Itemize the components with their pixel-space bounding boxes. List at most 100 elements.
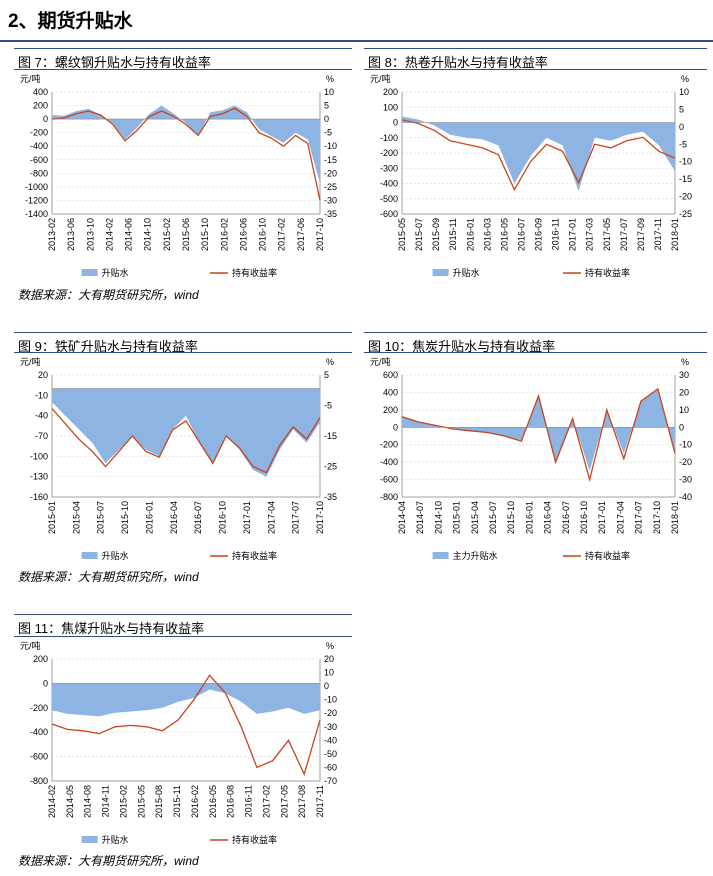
y-left-tick-label: -100 xyxy=(380,133,398,143)
y-left-tick-label: -40 xyxy=(35,411,48,421)
fig8-title-rule xyxy=(364,69,707,70)
y-right-tick-label: -40 xyxy=(679,492,692,502)
y-left-tick-label: -400 xyxy=(380,457,398,467)
y-right-tick-label: -10 xyxy=(679,440,692,450)
x-tick-label: 2016-07 xyxy=(193,501,203,534)
y-left-tick-label: -600 xyxy=(30,752,48,762)
y-left-tick-label: -200 xyxy=(30,703,48,713)
y-right-tick-label: -20 xyxy=(324,168,337,178)
x-tick-label: 2017-06 xyxy=(296,218,306,251)
x-tick-label: 2015-10 xyxy=(120,501,130,534)
x-tick-label: 2017-01 xyxy=(242,501,252,534)
x-tick-label: 2017-02 xyxy=(261,785,271,818)
fig9-top-rule xyxy=(14,332,352,333)
y-right-tick-label: -40 xyxy=(324,735,337,745)
y-left-tick-label: -200 xyxy=(380,148,398,158)
series-area-升贴水 xyxy=(52,105,320,184)
y-right-tick-label: -30 xyxy=(679,475,692,485)
x-tick-label: 2017-01 xyxy=(568,218,578,251)
y-left-tick-label: 600 xyxy=(383,370,398,380)
series-area-升贴水 xyxy=(402,116,675,192)
x-tick-label: 2013-02 xyxy=(47,218,57,251)
fig10-title: 图 10：焦炭升贴水与持有收益率 xyxy=(368,339,556,354)
x-tick-label: 2017-08 xyxy=(297,785,307,818)
x-tick-label: 2017-01 xyxy=(597,501,607,534)
x-tick-label: 2015-07 xyxy=(414,218,424,251)
x-tick-label: 2016-05 xyxy=(499,218,509,251)
legend-label-line: 持有收益率 xyxy=(585,267,630,278)
legend-label-line: 持有收益率 xyxy=(232,267,277,278)
y-left-tick-label: -400 xyxy=(380,179,398,189)
y-left-tick-label: -300 xyxy=(380,163,398,173)
y-right-tick-label: -35 xyxy=(324,209,337,219)
right-unit-label: % xyxy=(681,74,689,84)
x-tick-label: 2017-09 xyxy=(636,218,646,251)
x-tick-label: 2016-02 xyxy=(190,785,200,818)
x-tick-label: 2015-01 xyxy=(47,501,57,534)
y-left-tick-label: -600 xyxy=(380,475,398,485)
section-title: 2、期货升贴水 xyxy=(8,11,133,32)
legend-swatch-area xyxy=(81,552,98,559)
series-line-持有收益率 xyxy=(401,119,676,192)
y-right-tick-label: 0 xyxy=(679,122,684,132)
y-right-tick-label: -70 xyxy=(324,776,337,786)
y-right-tick-label: 5 xyxy=(324,370,329,380)
x-tick-label: 2016-10 xyxy=(579,501,589,534)
x-tick-label: 2016-01 xyxy=(144,501,154,534)
x-tick-label: 2015-07 xyxy=(488,501,498,534)
series-area-升贴水 xyxy=(52,388,320,477)
x-tick-label: 2017-07 xyxy=(619,218,629,251)
x-tick-label: 2014-10 xyxy=(143,218,153,251)
x-tick-label: 2017-02 xyxy=(277,218,287,251)
legend-label-area: 升贴水 xyxy=(102,834,129,845)
series-line-持有收益率 xyxy=(51,408,321,474)
fig11-title-rule xyxy=(14,636,352,637)
x-tick-label: 2017-03 xyxy=(585,218,595,251)
y-left-tick-label: -200 xyxy=(30,128,48,138)
y-left-tick-label: -70 xyxy=(35,431,48,441)
x-tick-label: 2016-08 xyxy=(226,785,236,818)
legend-swatch-area xyxy=(81,836,98,843)
chart-svg: 元/吨 %4002000-200-400-600-800-1000-1200-14… xyxy=(20,73,337,278)
x-tick-label: 2015-05 xyxy=(397,218,407,251)
x-tick-label: 2014-06 xyxy=(124,218,134,251)
left-unit-label: 元/吨 xyxy=(20,356,41,367)
fig10-top-rule xyxy=(364,332,707,333)
y-left-tick-label: -1400 xyxy=(25,209,48,219)
chart-fig8: 元/吨% 200 100 0 -100 -200 -300 -400 -500 -600 10 5 0 -… xyxy=(364,72,707,284)
y-right-tick-label: 10 xyxy=(679,87,689,97)
x-tick-label: 2017-05 xyxy=(279,785,289,818)
chart-svg: 元/吨 %20-10-40-70-100-130-1605-5-15-25-352… xyxy=(20,356,337,561)
x-tick-label: 2015-11 xyxy=(172,785,182,817)
y-right-tick-label: -5 xyxy=(324,128,332,138)
fig11-title: 图 11：焦煤升贴水与持有收益率 xyxy=(18,621,205,636)
x-tick-label: 2015-01 xyxy=(452,501,462,534)
x-tick-label: 2017-10 xyxy=(652,501,662,534)
x-tick-label: 2015-02 xyxy=(162,218,172,251)
y-right-tick-label: -5 xyxy=(324,401,332,411)
x-tick-label: 2016-11 xyxy=(551,218,561,250)
y-right-tick-label: -25 xyxy=(679,209,692,219)
x-tick-label: 2015-04 xyxy=(470,501,480,534)
y-left-tick-label: -1200 xyxy=(25,195,48,205)
x-tick-label: 2016-04 xyxy=(543,501,553,534)
y-right-tick-label: -25 xyxy=(324,182,337,192)
y-right-tick-label: -5 xyxy=(679,139,687,149)
y-left-tick-label: -1000 xyxy=(25,182,48,192)
y-left-tick-label: -600 xyxy=(380,209,398,219)
y-right-tick-label: 20 xyxy=(679,387,689,397)
x-tick-label: 2014-02 xyxy=(104,218,114,251)
x-tick-label: 2016-06 xyxy=(238,218,248,251)
x-tick-label: 2015-04 xyxy=(71,501,81,534)
y-right-tick-label: 20 xyxy=(324,654,334,664)
legend-label-area: 升贴水 xyxy=(102,267,129,278)
section-rule xyxy=(0,40,713,42)
legend-label-line: 持有收益率 xyxy=(585,550,630,561)
chart-fig7: 元/吨% 400 200 0 -200 -400 -600 -800 -1000 -1200 -14… xyxy=(14,72,352,284)
x-tick-label: 2016-07 xyxy=(516,218,526,251)
x-tick-label: 2016-04 xyxy=(169,501,179,534)
chart-fig9: 元/吨% 20 -10 -40 -70 -100 -130 -160 5 -5 -15 -25 -35 2… xyxy=(14,355,352,567)
left-unit-label: 元/吨 xyxy=(20,640,41,651)
chart-svg: 元/吨 % 200 100 0 -100 -200 -300 -400 -500 -600 10 5 0 -… xyxy=(370,73,692,278)
left-unit-label: 元/吨 xyxy=(20,73,41,84)
